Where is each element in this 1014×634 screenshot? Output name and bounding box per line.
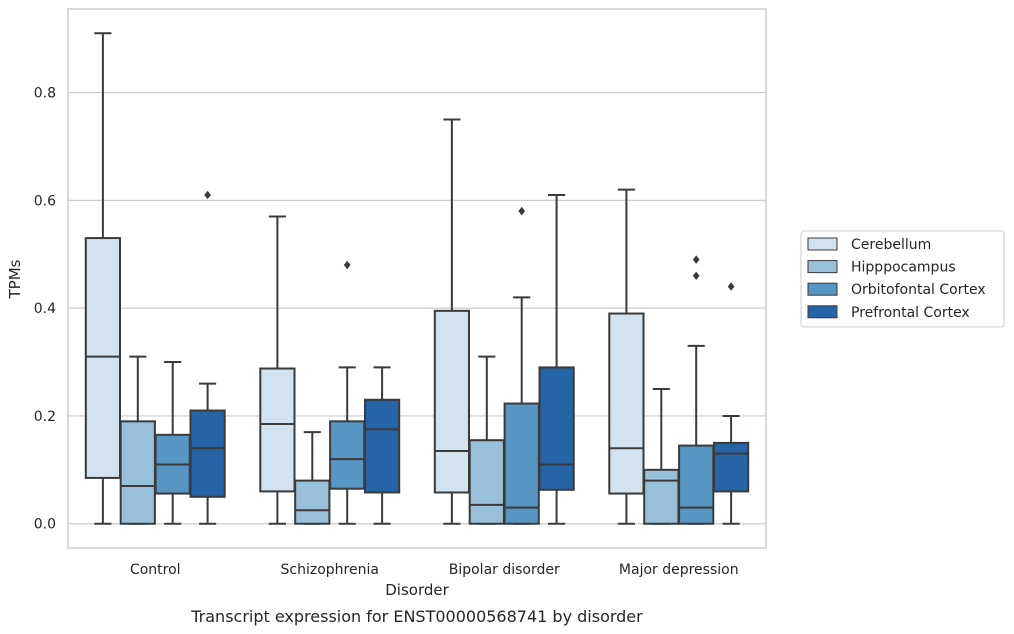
box-body (643, 468, 680, 525)
outlier-point (727, 282, 735, 291)
legend-swatch (807, 282, 838, 296)
legend-swatch (807, 237, 838, 251)
y-tick-label: 0.4 (34, 301, 56, 317)
x-tick-label: Schizophrenia (281, 562, 379, 578)
box (189, 190, 226, 525)
box (433, 118, 471, 525)
x-axis-title: Disorder (385, 581, 449, 599)
legend-items: Cerebellum Hipppocampus Orbitofontal Corte… (807, 237, 986, 321)
y-tick-label: 0.6 (34, 193, 56, 209)
box (84, 32, 122, 525)
legend-label: Prefrontal Cortex (851, 305, 970, 321)
y-tick-label: 0.0 (34, 517, 56, 533)
box (608, 188, 645, 525)
legend-label: Orbitofontal Cortex (851, 282, 986, 298)
box-body (678, 444, 715, 525)
y-tick-label: 0.2 (34, 409, 56, 425)
chart-caption: Transcript expression for ENST0000056874… (190, 607, 643, 626)
box-body (712, 441, 750, 493)
legend-item: Cerebellum (807, 237, 931, 253)
plot-area-frame (67, 8, 767, 549)
legend-item: Hipppocampus (807, 260, 956, 276)
box-body (84, 237, 122, 479)
box-body (294, 479, 331, 525)
outlier-point (204, 190, 211, 200)
box (329, 260, 366, 525)
legend-item: Orbitofontal Cortex (807, 282, 986, 298)
series-hipppocampus (119, 355, 680, 525)
box-body (433, 309, 471, 494)
x-tick-label: Bipolar disorder (449, 562, 560, 578)
x-tick-label: Control (130, 562, 181, 578)
legend-swatch (807, 260, 838, 274)
outlier-point (692, 255, 700, 264)
box (503, 206, 540, 525)
box-body (329, 420, 366, 490)
box-body (503, 402, 540, 525)
legend-label: Cerebellum (851, 237, 931, 253)
box (294, 431, 331, 525)
outlier-point (343, 260, 351, 270)
legend-swatch (807, 305, 838, 319)
box (363, 366, 401, 525)
box-body (538, 366, 575, 491)
y-tick-label: 0.8 (34, 86, 56, 102)
box (538, 193, 575, 525)
box (643, 387, 680, 525)
box (468, 355, 505, 525)
box-body (608, 312, 645, 495)
y-tick-labels: 0.0 0.2 0.4 0.6 0.8 (34, 86, 56, 533)
box-series (84, 32, 750, 525)
outlier-point (692, 271, 700, 281)
legend-item: Prefrontal Cortex (807, 305, 970, 321)
box-body (189, 409, 226, 498)
box (259, 215, 296, 525)
legend: Cerebellum Hipppocampus Orbitofontal Corte… (800, 230, 1005, 328)
box-body (363, 398, 401, 494)
series-prefrontal-cortex (189, 190, 750, 525)
outlier-point (518, 206, 526, 216)
y-axis-title: TPMs (6, 259, 24, 299)
box (712, 282, 750, 525)
box (119, 355, 156, 525)
x-tick-label: Major depression (619, 562, 739, 578)
box (678, 255, 715, 525)
box-body (119, 420, 156, 525)
legend-frame (800, 230, 1005, 328)
series-cerebellum (84, 32, 645, 525)
box-body (259, 367, 296, 493)
box-body (468, 439, 505, 525)
box (154, 361, 191, 525)
x-tick-labels: Control Schizophrenia Bipolar disorder Majo… (130, 562, 739, 578)
legend-label: Hipppocampus (851, 260, 956, 276)
